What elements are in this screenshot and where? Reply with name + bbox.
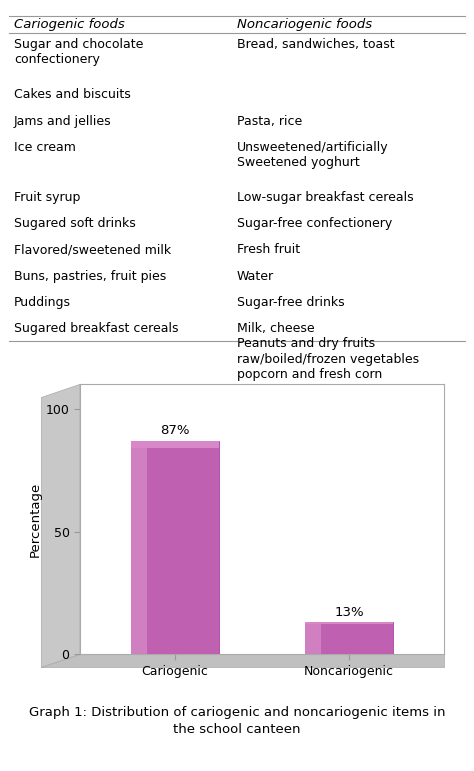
Polygon shape	[41, 385, 80, 668]
Text: Jams and jellies: Jams and jellies	[14, 115, 112, 127]
Text: Sugar-free confectionery: Sugar-free confectionery	[237, 217, 392, 231]
Text: Milk, cheese
Peanuts and dry fruits
raw/boiled/frozen vegetables
popcorn and fre: Milk, cheese Peanuts and dry fruits raw/…	[237, 322, 419, 382]
Text: Noncariogenic foods: Noncariogenic foods	[237, 18, 372, 31]
Text: Cakes and biscuits: Cakes and biscuits	[14, 89, 131, 102]
Text: Unsweetened/artificially
Sweetened yoghurt: Unsweetened/artificially Sweetened yoghu…	[237, 140, 389, 169]
Text: Graph 1: Distribution of cariogenic and noncariogenic items in
the school cantee: Graph 1: Distribution of cariogenic and …	[29, 706, 445, 736]
Text: Sugared soft drinks: Sugared soft drinks	[14, 217, 136, 231]
Text: Fresh fruit: Fresh fruit	[237, 244, 300, 257]
Text: Ice cream: Ice cream	[14, 140, 76, 153]
Text: Buns, pastries, fruit pies: Buns, pastries, fruit pies	[14, 270, 166, 283]
Text: Low-sugar breakfast cereals: Low-sugar breakfast cereals	[237, 191, 414, 204]
Text: Pasta, rice: Pasta, rice	[237, 115, 302, 127]
Text: Cariogenic foods: Cariogenic foods	[14, 18, 125, 31]
Text: Sugar and chocolate
confectionery: Sugar and chocolate confectionery	[14, 38, 144, 66]
Text: Water: Water	[237, 270, 274, 283]
Text: Puddings: Puddings	[14, 296, 71, 308]
Text: Fruit syrup: Fruit syrup	[14, 191, 81, 204]
Text: Sugar-free drinks: Sugar-free drinks	[237, 296, 345, 308]
Text: Bread, sandwiches, toast: Bread, sandwiches, toast	[237, 38, 395, 51]
Text: Sugared breakfast cereals: Sugared breakfast cereals	[14, 322, 179, 335]
Text: Flavored/sweetened milk: Flavored/sweetened milk	[14, 244, 171, 257]
Polygon shape	[41, 655, 444, 668]
